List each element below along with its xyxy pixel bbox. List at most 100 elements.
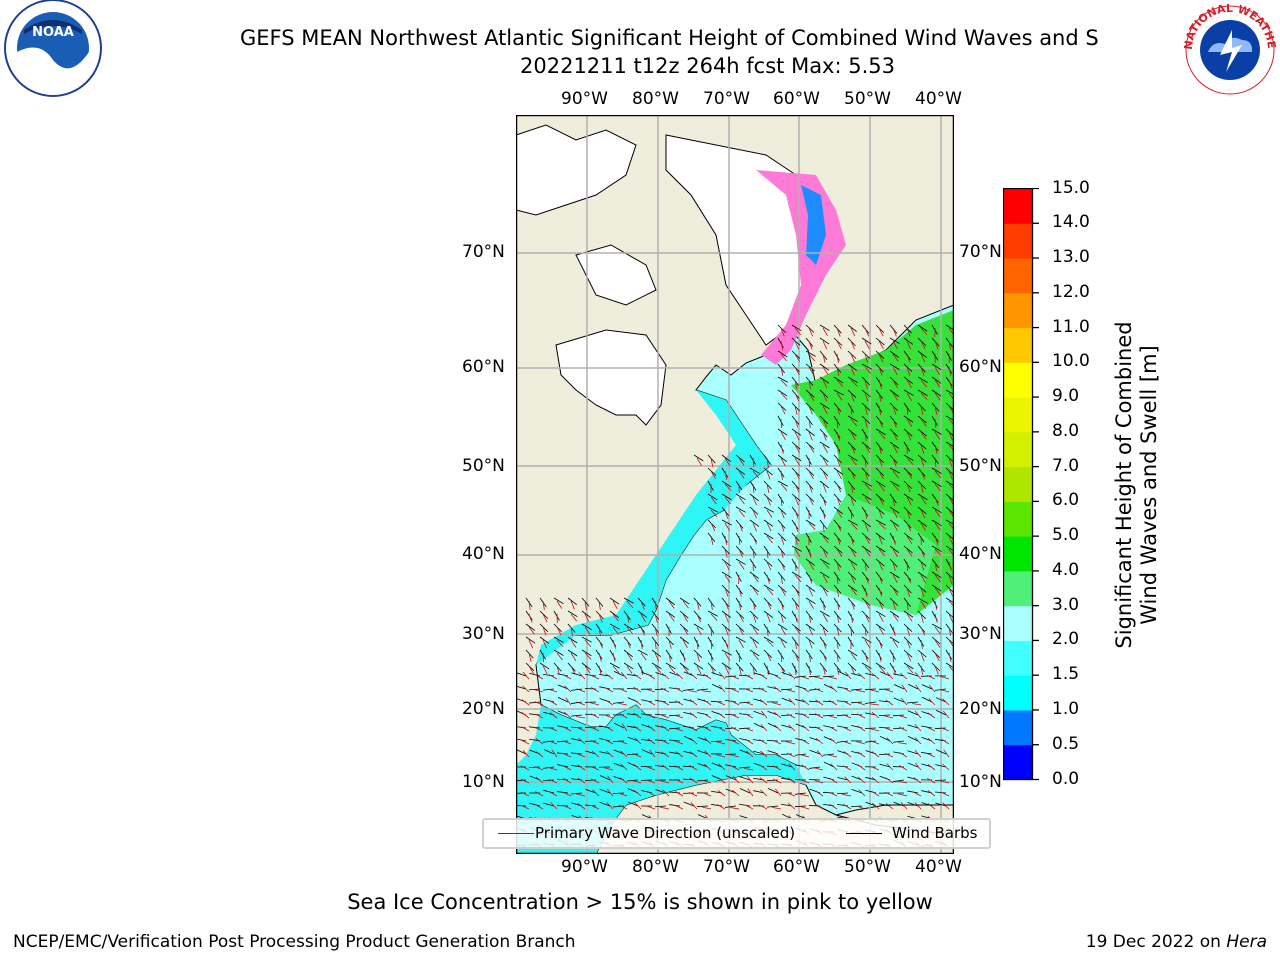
wave-direction-arrow (942, 802, 950, 810)
wave-direction-arrow (626, 665, 633, 674)
wave-direction-arrow (892, 665, 896, 675)
wind-barb (749, 506, 759, 515)
credit-date: 19 Dec 2022 on Hera (1086, 932, 1267, 952)
wind-barb (823, 761, 835, 768)
wind-barb (791, 337, 801, 346)
wind-barb (861, 402, 871, 411)
wave-direction-arrow (766, 600, 772, 610)
wave-direction-arrow (822, 652, 827, 662)
wind-barb (599, 686, 611, 690)
wave-direction-arrow (822, 353, 826, 363)
lon-tick-bottom: 60°W (773, 857, 820, 877)
wave-direction-arrow (850, 626, 852, 637)
open-water-baffin (801, 185, 826, 265)
wave-direction-arrow (660, 700, 670, 706)
wave-direction-arrow (822, 340, 828, 350)
lat-tick-right: 50°N (959, 456, 1002, 476)
wave-direction-arrow (752, 652, 759, 661)
wind-barb (875, 402, 883, 413)
wind-barb (529, 701, 541, 704)
wave-direction-arrow (836, 574, 839, 584)
wave-direction-arrow (814, 676, 824, 680)
wave-direction-arrow (927, 764, 936, 771)
wind-barb (627, 736, 639, 742)
wave-direction-arrow (801, 698, 810, 706)
wave-direction-arrow (577, 764, 586, 771)
wind-barb (931, 363, 942, 371)
wind-barb (707, 662, 716, 672)
wave-direction-arrow (590, 726, 600, 732)
wind-barb (819, 324, 830, 331)
colorbar-label: Significant Height of Combined Wind Wave… (1112, 321, 1162, 648)
wave-direction-legend-label: Primary Wave Direction (unscaled) (535, 824, 796, 842)
wind-barb (721, 467, 729, 478)
wave-direction-arrow (562, 726, 572, 732)
wind-barb (917, 584, 927, 593)
wind-barb (791, 324, 802, 332)
wave-direction-arrow (828, 791, 838, 797)
wind-barb (945, 584, 954, 594)
wave-direction-arrow (920, 366, 925, 376)
wave-direction-arrow (794, 574, 802, 583)
wave-direction-arrow (815, 790, 824, 797)
wave-direction-arrow (843, 803, 852, 810)
wave-direction-arrow (906, 613, 913, 622)
wave-direction-arrow (766, 613, 771, 623)
wave-direction-arrow (612, 613, 619, 622)
wave-direction-arrow (892, 327, 897, 337)
wave-direction-arrow (920, 639, 923, 649)
colorbar-tick-label: 12.0 (1052, 281, 1090, 302)
wave-direction-arrow (710, 600, 713, 610)
wind-barb (543, 779, 555, 782)
wave-direction-arrow (927, 712, 936, 719)
wave-direction-arrow (898, 714, 908, 719)
wave-direction-arrow (724, 574, 731, 583)
wave-direction-arrow (794, 444, 800, 453)
wind-barb (539, 636, 550, 644)
wave-direction-arrow (590, 702, 600, 706)
wind-barb (889, 402, 899, 412)
wave-direction-arrow (528, 652, 532, 662)
colorbar-tick-label: 8.0 (1052, 420, 1080, 441)
wave-direction-arrow (724, 548, 728, 558)
wave-direction-arrow (920, 613, 924, 623)
wave-direction-arrow (626, 639, 631, 649)
colorbar-tick-label: 3.0 (1052, 594, 1080, 615)
wave-direction-arrow (864, 496, 871, 505)
wave-direction-arrow (702, 792, 712, 797)
wave-direction-arrow (738, 496, 745, 505)
wave-direction-arrow (892, 626, 896, 636)
wave-direction-arrow (786, 752, 796, 758)
wind-barb (903, 480, 913, 490)
wave-direction-arrow (744, 767, 754, 771)
wave-direction-arrow (606, 802, 614, 810)
wind-barb (907, 710, 919, 716)
wave-direction-arrow (556, 600, 563, 609)
wave-direction-arrow (870, 740, 880, 745)
wind-barb (777, 389, 788, 397)
wind-barb (735, 623, 745, 632)
wind-barb (875, 493, 885, 502)
wind-barb (934, 727, 947, 729)
wind-barb (553, 649, 564, 656)
wind-barb (543, 688, 555, 691)
colorbar-tick-label: 6.0 (1052, 490, 1080, 511)
wave-direction-arrow (906, 496, 912, 506)
wind-barb (931, 428, 942, 435)
wave-direction-arrow (858, 776, 866, 784)
wave-direction-arrow (794, 600, 798, 610)
wave-direction-arrow (864, 639, 871, 648)
wave-direction-arrow (850, 652, 857, 661)
wind-barb (819, 337, 830, 345)
colorbar-tick-label: 11.0 (1052, 316, 1090, 337)
wind-barb (753, 723, 765, 729)
wave-direction-arrow (871, 802, 880, 810)
colorbar-tick-label: 14.0 (1052, 212, 1090, 233)
wave-direction-arrow (640, 626, 645, 636)
wave-direction-arrow (724, 457, 731, 466)
wave-direction-arrow (850, 340, 855, 350)
wave-direction-arrow (934, 561, 938, 571)
wave-direction-arrow (780, 587, 786, 597)
wind-barb (585, 713, 597, 716)
wave-direction-arrow (717, 712, 726, 719)
